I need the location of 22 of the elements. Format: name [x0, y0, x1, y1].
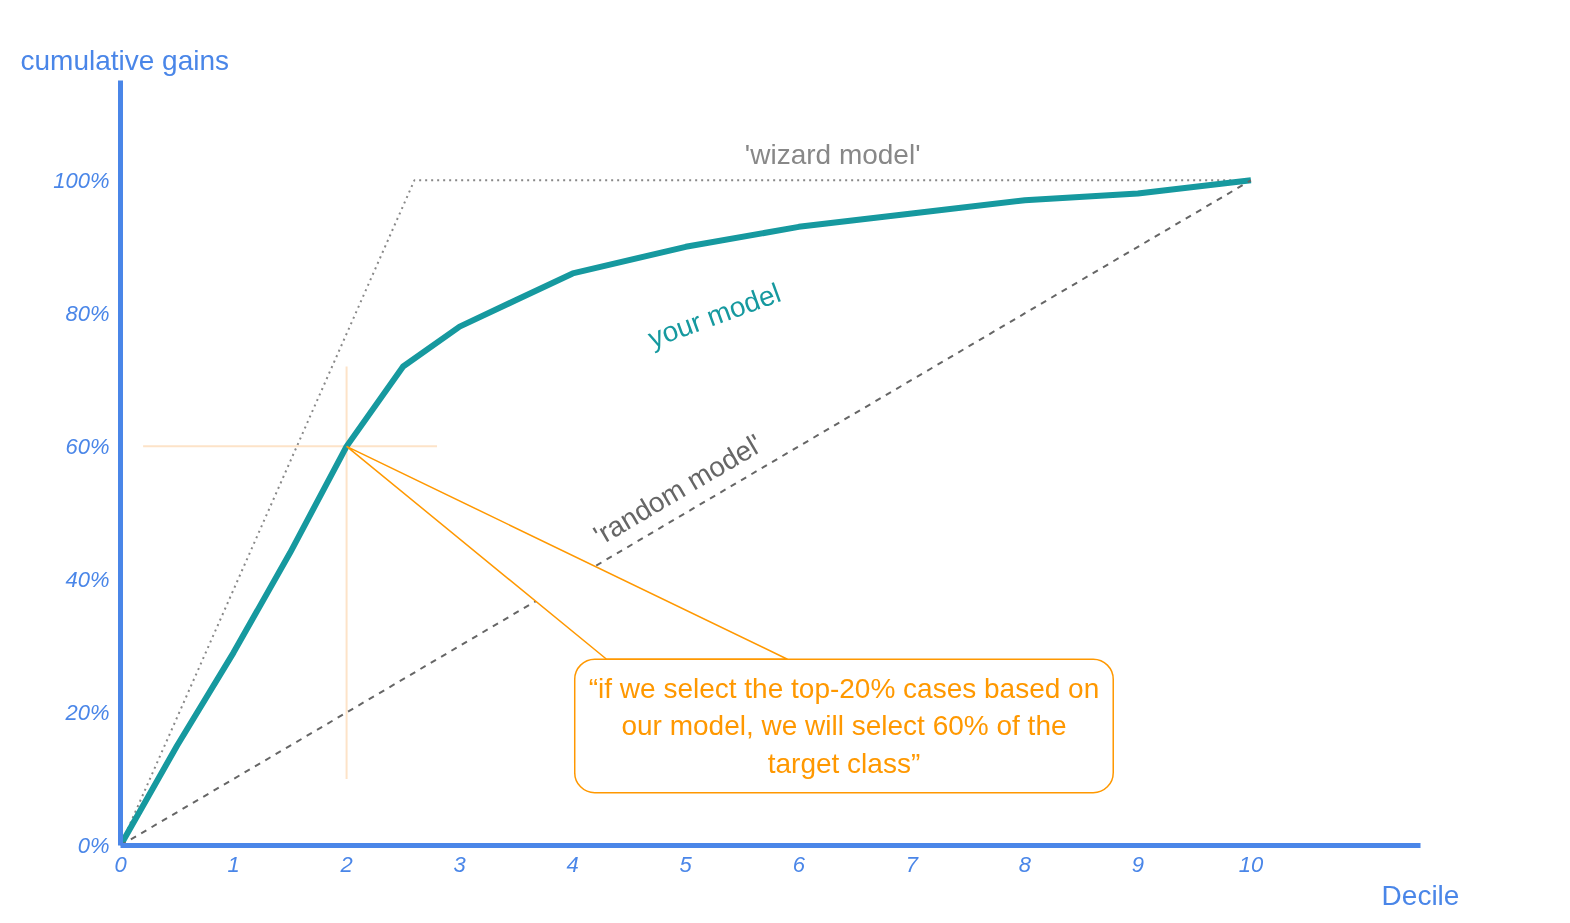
series-label: 'wizard model': [744, 139, 921, 171]
y-tick-label: 20%: [64, 699, 110, 725]
x-tick-label: 8: [1018, 851, 1032, 877]
x-tick-label: 2: [339, 851, 353, 877]
x-tick-label: 5: [679, 851, 693, 877]
text: your model: [643, 277, 785, 354]
x-tick-label: 3: [453, 851, 467, 877]
y-tick-label: 40%: [65, 566, 110, 592]
annotation: “if we select the top-20% cases based on our model, we will select 60% of the target class”: [588, 673, 1100, 779]
y-axis-title: cumulative gains: [20, 44, 230, 76]
y-tick-label: 60%: [65, 433, 110, 459]
y-tick-label: 100%: [53, 167, 110, 193]
x-tick-label: 7: [905, 851, 919, 877]
x-tick-label: 1: [227, 851, 240, 877]
x-tick-label: 9: [1131, 851, 1145, 877]
x-tick-label: 6: [792, 851, 806, 877]
x-axis-title: Decile: [1381, 879, 1460, 911]
y-tick-label: 0%: [77, 833, 110, 858]
x-tick-label: 0: [114, 851, 128, 877]
y-tick-label: 80%: [65, 300, 110, 326]
x-tick-label: 4: [566, 851, 579, 877]
x-tick-label: 10: [1238, 851, 1264, 877]
